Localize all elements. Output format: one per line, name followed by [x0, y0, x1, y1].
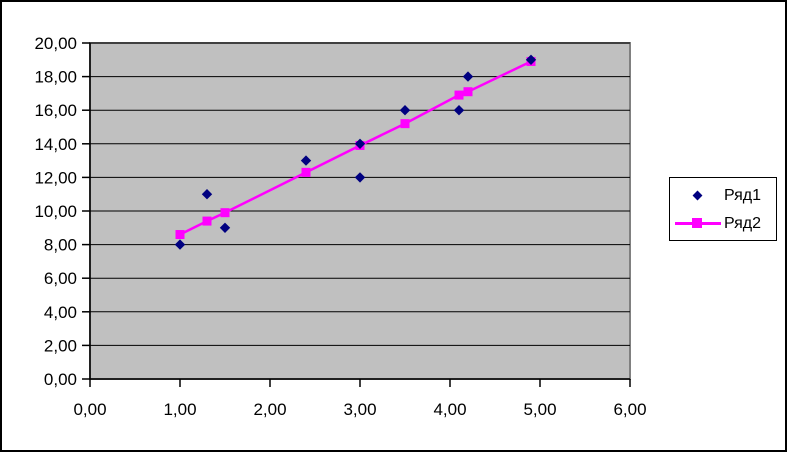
series1-point[interactable] [525, 54, 537, 65]
line-square-marker-icon [670, 210, 724, 237]
y-tick-label: 4,00 [44, 303, 77, 322]
y-tick-label: 18,00 [34, 68, 77, 87]
y-tick-label: 10,00 [34, 202, 77, 221]
y-tick-label: 12,00 [34, 168, 77, 187]
legend-label-series1: Ряд1 [724, 186, 762, 204]
x-tick-label: 2,00 [253, 400, 286, 419]
series1-point[interactable] [453, 105, 465, 116]
series1-point[interactable] [201, 189, 213, 200]
x-tick-label: 4,00 [433, 400, 466, 419]
legend[interactable]: Ряд1 Ряд2 [669, 177, 777, 241]
x-tick-label: 3,00 [343, 400, 376, 419]
y-tick-label: 2,00 [44, 336, 77, 355]
series2-point[interactable] [220, 208, 230, 218]
series1-point[interactable] [462, 71, 474, 82]
legend-item-series2[interactable]: Ряд2 [670, 210, 776, 237]
series2-point[interactable] [463, 87, 473, 97]
x-tick-label: 1,00 [163, 400, 196, 419]
series1-point[interactable] [300, 155, 312, 166]
series2-point[interactable] [400, 119, 410, 129]
x-tick-label: 5,00 [523, 400, 556, 419]
y-tick-label: 0,00 [44, 370, 77, 389]
series1-point[interactable] [399, 105, 411, 116]
y-tick-label: 6,00 [44, 269, 77, 288]
series1-point[interactable] [354, 138, 366, 149]
y-tick-label: 16,00 [34, 101, 77, 120]
series2-point[interactable] [202, 216, 212, 226]
y-tick-label: 8,00 [44, 236, 77, 255]
series2-point[interactable] [454, 90, 464, 100]
x-tick-label: 0,00 [73, 400, 106, 419]
legend-item-series1[interactable]: Ряд1 [670, 182, 776, 209]
series1-point[interactable] [219, 222, 231, 233]
y-tick-label: 14,00 [34, 135, 77, 154]
x-tick-label: 6,00 [613, 400, 646, 419]
legend-label-series2: Ряд2 [724, 214, 762, 232]
series2-point[interactable] [301, 167, 311, 177]
y-tick-label: 20,00 [34, 34, 77, 53]
series1-point[interactable] [174, 239, 186, 250]
diamond-marker-icon [670, 182, 724, 209]
series1-point[interactable] [354, 172, 366, 183]
series2-point[interactable] [175, 230, 185, 240]
